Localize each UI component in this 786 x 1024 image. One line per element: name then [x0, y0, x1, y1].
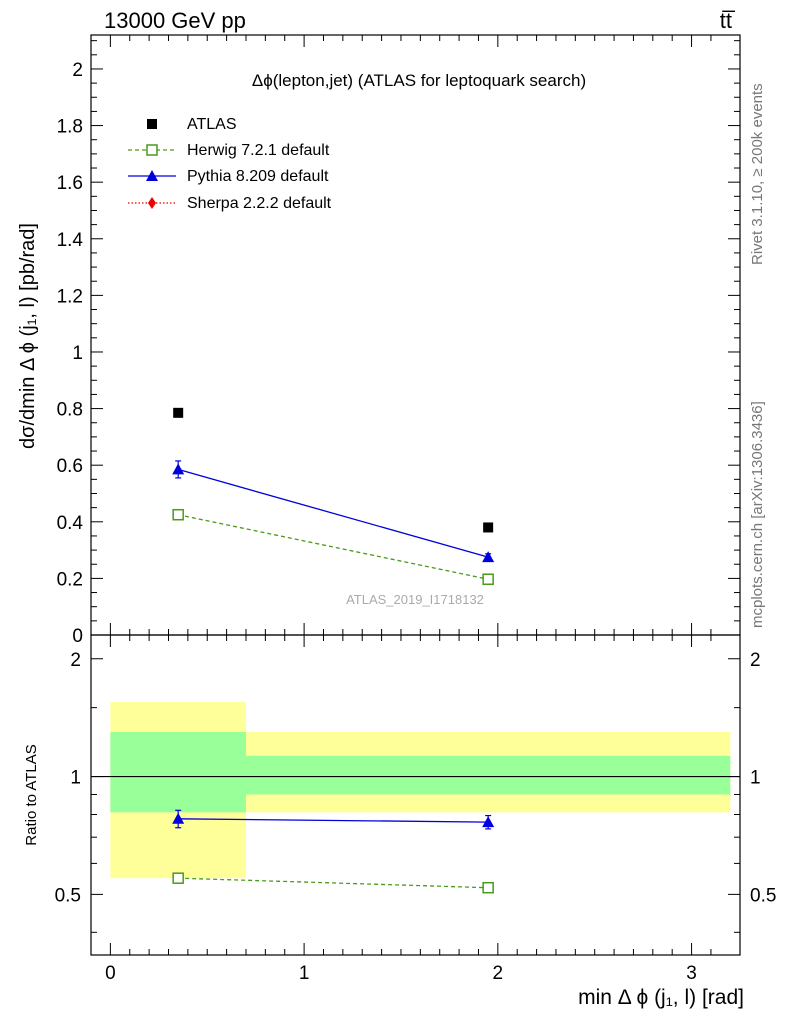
main-atlas-point: [173, 407, 184, 418]
main-herwig-line: [178, 514, 489, 580]
x-axis-label: min Δ ϕ (j₁, l) [rad]: [578, 986, 744, 1009]
x-tick-label: 0: [105, 963, 116, 984]
ratio-pythia-point: [482, 816, 495, 828]
chart-title: Δϕ(lepton,jet) (ATLAS for leptoquark sea…: [252, 71, 586, 90]
legend-label-sherpa: Sherpa 2.2.2 default: [187, 195, 332, 212]
x-ticks: 0 1 2 3: [90, 35, 712, 984]
main-y-tick-label: 2: [72, 60, 83, 81]
process-label: tt̅: [720, 8, 736, 33]
legend-entry-pythia: Pythia 8.209 default: [128, 168, 329, 185]
main-y-tick-label: 1: [72, 343, 83, 364]
ratio-y-tick-label: 1: [70, 768, 81, 789]
ratio-band-inner: [245, 755, 731, 795]
ratio-herwig-point: [172, 872, 184, 884]
main-herwig-point: [482, 573, 494, 585]
main-herwig-point: [172, 508, 184, 521]
main-y-tick-label: 1.2: [57, 286, 83, 307]
legend-entry-sherpa: Sherpa 2.2.2 default: [128, 195, 332, 212]
ratio-y-tick-label: 2: [70, 650, 81, 671]
legend-entry-atlas: ATLAS: [147, 116, 237, 133]
legend-label-atlas: ATLAS: [187, 116, 237, 133]
x-tick-label: 3: [686, 963, 697, 984]
main-y-tick-label: 1.4: [57, 230, 84, 251]
ratio-panel: 0.5 0.5 1 1 2 2 0 1 2 3 Ratio to ATLAS min Δ ϕ (…: [23, 35, 776, 1009]
main-y-tick-label: 0.6: [57, 456, 83, 477]
main-y-tick-label: 0.4: [57, 513, 84, 534]
ratio-herwig-line: [178, 877, 489, 889]
ratio-y-ticks: 0.5 0.5 1 1 2 2: [55, 650, 776, 933]
sherpa-marker-icon: [148, 197, 156, 209]
pythia-marker-icon: [146, 170, 158, 181]
ratio-series: [172, 809, 495, 894]
rivet-label: Rivet 3.1.10, ≥ 200k events: [749, 83, 766, 265]
ratio-y-tick-label-right: 2: [750, 650, 761, 671]
herwig-marker-icon: [146, 144, 158, 156]
analysis-watermark: ATLAS_2019_I1718132: [346, 592, 484, 607]
x-tick-label: 2: [493, 963, 504, 984]
ratio-y-tick-label: 0.5: [55, 885, 81, 906]
main-y-tick-label: 0.8: [57, 400, 83, 421]
legend: ATLAS Herwig 7.2.1 default Pythia 8.209 …: [128, 116, 332, 212]
ratio-bands: [110, 702, 731, 879]
main-pythia-point: [482, 551, 495, 563]
main-y-axis-label: dσ/dmin Δ ϕ (j₁, l) [pb/rad]: [17, 223, 39, 449]
energy-label: 13000 GeV pp: [104, 8, 246, 33]
ratio-band-inner: [110, 731, 246, 813]
mcplots-label: mcplots.cern.ch [arXiv:1306.3436]: [749, 401, 766, 628]
ratio-pythia-point: [172, 812, 185, 824]
x-tick-label: 1: [299, 963, 310, 984]
main-pythia-line: [178, 468, 489, 558]
main-y-ticks: 0 0.2 0.4 0.6 0.8 1 1.2 1.4 1.6 1.8 2: [57, 40, 740, 647]
atlas-marker-icon: [147, 119, 157, 129]
main-pythia-point: [172, 463, 185, 475]
main-panel: Δϕ(lepton,jet) (ATLAS for leptoquark sea…: [17, 34, 741, 647]
ratio-y-tick-label-right: 0.5: [750, 885, 776, 906]
legend-label-pythia: Pythia 8.209 default: [187, 168, 329, 185]
ratio-plot-frame: [90, 634, 741, 956]
main-y-tick-label: 1.6: [57, 173, 83, 194]
ratio-pythia-line: [178, 818, 489, 823]
ratio-y-axis-label: Ratio to ATLAS: [23, 744, 40, 845]
main-y-tick-label: 1.8: [57, 117, 83, 138]
main-y-tick-label: 0: [72, 626, 83, 647]
ratio-y-tick-label-right: 1: [750, 768, 761, 789]
legend-entry-herwig: Herwig 7.2.1 default: [128, 142, 330, 159]
legend-label-herwig: Herwig 7.2.1 default: [187, 142, 330, 159]
main-y-tick-label: 0.2: [57, 569, 83, 590]
ratio-herwig-point: [482, 881, 494, 894]
main-atlas-point: [483, 522, 494, 533]
main-series: [172, 407, 495, 585]
